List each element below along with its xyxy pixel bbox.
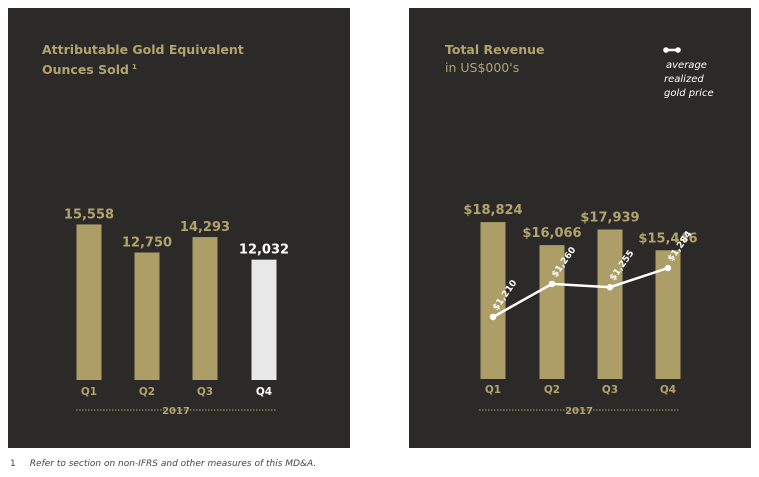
footnote-marker: 1 (132, 63, 137, 71)
chart-subtitle: in US$000's (445, 60, 519, 75)
category-label-q1: Q1 (485, 384, 501, 396)
revenue-bar-q3 (597, 229, 623, 379)
value-label-q4: 12,032 (239, 243, 289, 258)
revenue-label-q1: $18,824 (463, 203, 522, 218)
category-label-q2: Q2 (139, 386, 155, 398)
chart-title-line2: Ounces Sold 1 (42, 62, 137, 77)
gold-price-point-q1 (489, 313, 497, 321)
bar-q2 (134, 252, 160, 380)
gold-price-line (492, 266, 669, 319)
legend-label-line3: gold price (664, 88, 714, 99)
gold-price-point-q3 (606, 284, 614, 291)
gold-price-point-q2 (548, 280, 556, 288)
value-label-q3: 14,293 (180, 220, 230, 235)
revenue-bar-q2 (539, 245, 565, 379)
footnote-text: Refer to section on non-IFRS and other m… (29, 459, 317, 469)
value-label-q1: 15,558 (64, 207, 114, 222)
legend-label-line1: average (666, 60, 707, 71)
x-axis-year-label: 2017 (162, 406, 190, 417)
bar-q1 (76, 224, 102, 380)
legend-marker-end (675, 47, 681, 53)
category-label-q4: Q4 (660, 384, 676, 396)
category-label-q2: Q2 (544, 384, 560, 396)
category-label-q3: Q3 (602, 384, 618, 396)
gold-price-point-q4 (664, 264, 672, 272)
category-label-q1: Q1 (81, 386, 97, 398)
total-revenue-chart: Total Revenue in US$000's average realiz… (445, 42, 714, 417)
x-axis-year-label: 2017 (565, 406, 593, 417)
category-label-q4: Q4 (256, 386, 272, 398)
category-label-q3: Q3 (197, 386, 213, 398)
total-revenue-panel: Total Revenue in US$000's average realiz… (409, 8, 751, 448)
legend-marker-start (663, 47, 669, 53)
footnote-number: 1 (10, 459, 16, 469)
chart-title-line1: Attributable Gold Equivalent (42, 42, 244, 57)
legend-label-line2: realized (664, 74, 704, 85)
revenue-bar-q1 (480, 222, 506, 379)
value-label-q2: 12,750 (122, 236, 172, 251)
revenue-label-q4: $15,446 (638, 231, 697, 246)
footnote: 1 Refer to section on non-IFRS and other … (10, 459, 316, 469)
ounces-sold-chart: Attributable Gold Equivalent Ounces Sold… (42, 42, 289, 417)
revenue-label-q3: $17,939 (580, 211, 639, 226)
revenue-label-q2: $16,066 (522, 226, 581, 241)
chart-title: Total Revenue (445, 42, 545, 57)
ounces-sold-panel: Attributable Gold Equivalent Ounces Sold… (8, 8, 350, 448)
bar-q4 (251, 259, 277, 380)
bar-q3 (192, 237, 218, 380)
